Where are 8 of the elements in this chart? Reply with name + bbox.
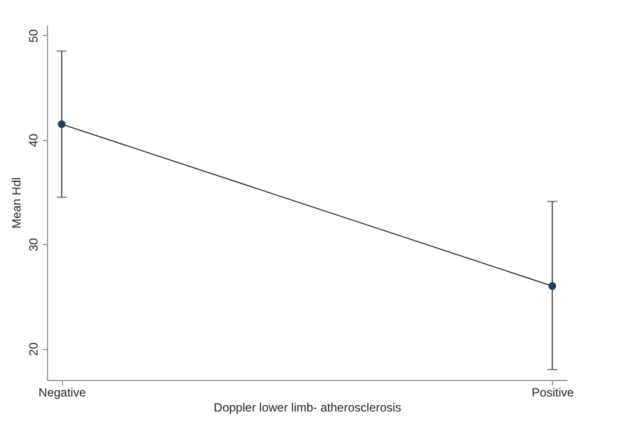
y-tick-label: 40 — [26, 133, 40, 148]
y-axis-title: Mean Hdl — [10, 177, 24, 229]
y-tick-label: 30 — [26, 238, 40, 252]
x-tick-label: Negative — [38, 386, 86, 400]
x-tick-label: Positive — [532, 386, 574, 400]
x-axis-title: Doppler lower limb- atherosclerosis — [214, 400, 402, 414]
y-tick-label: 50 — [26, 28, 40, 43]
y-tick-label: 20 — [26, 342, 40, 356]
